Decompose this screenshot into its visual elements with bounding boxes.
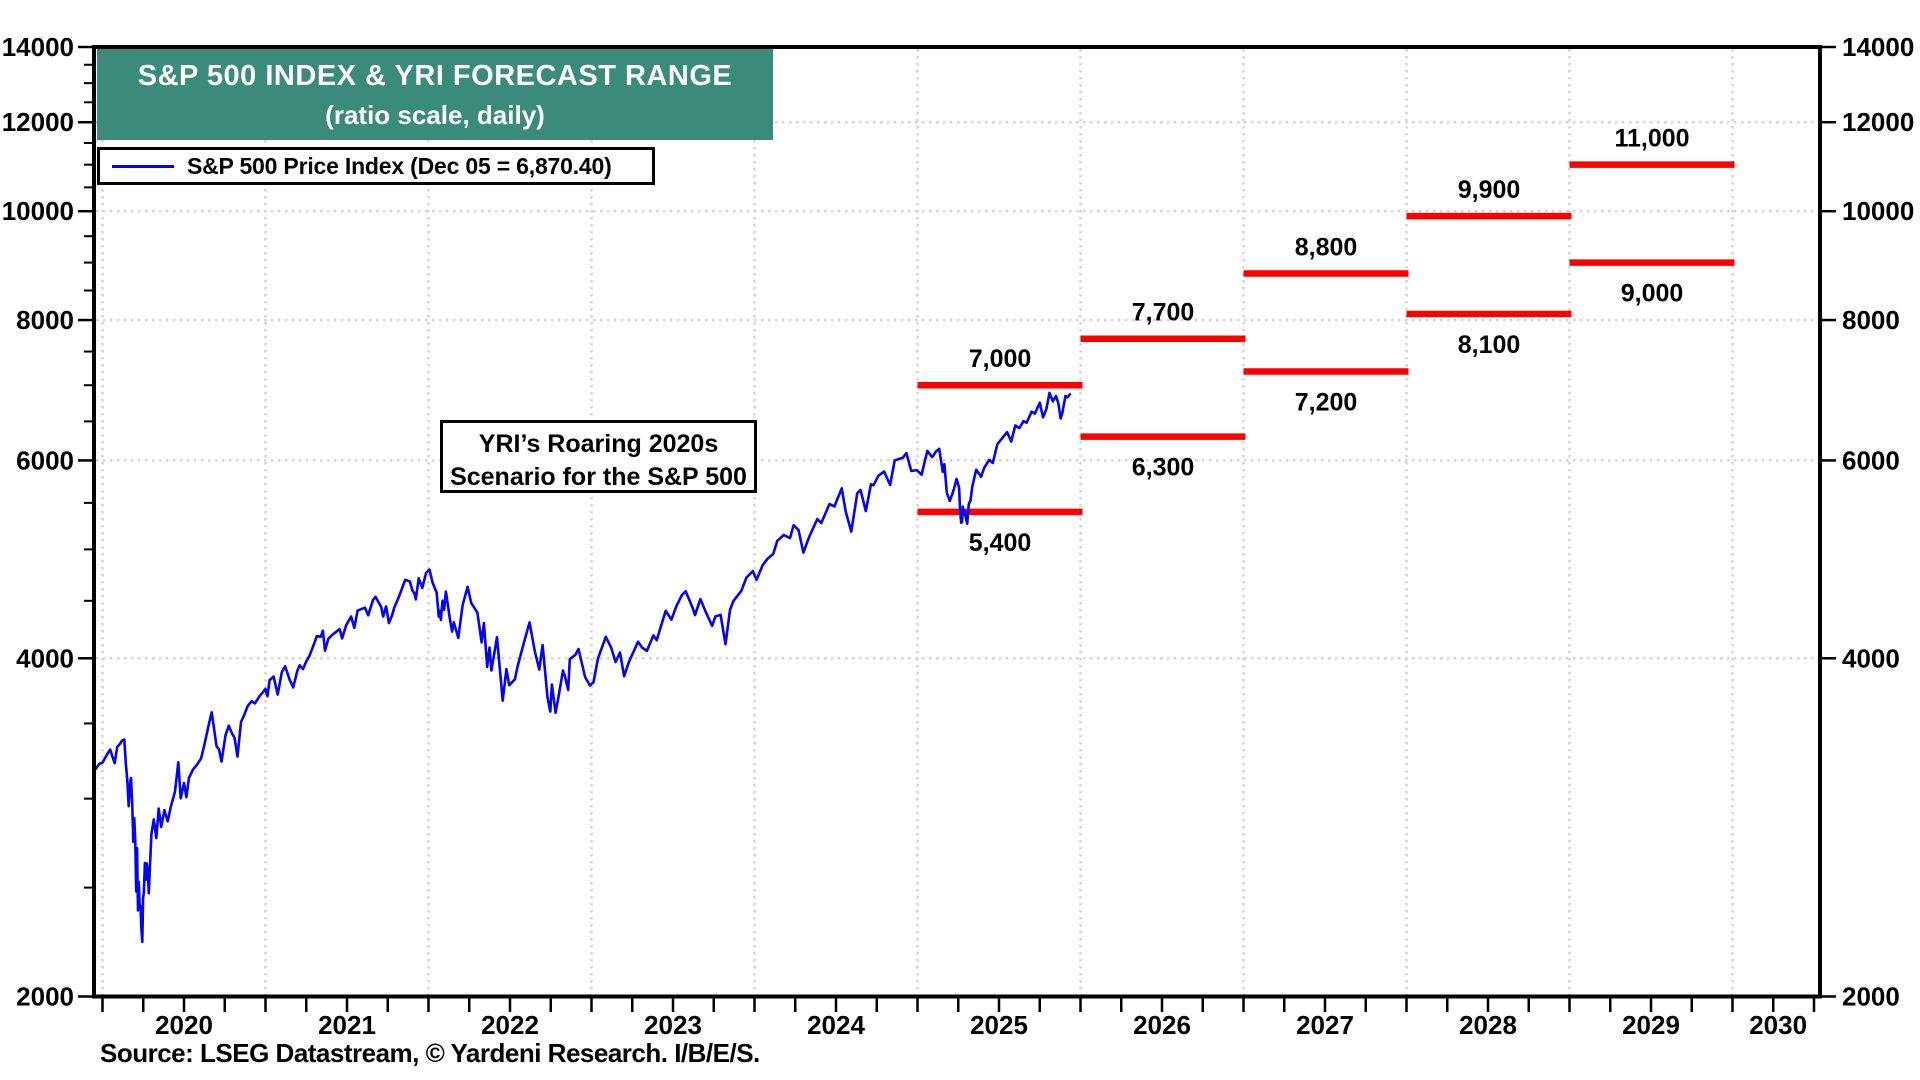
forecast-label-low-2025: 5,400	[969, 529, 1032, 557]
x-axis-label-2029: 2029	[1622, 1010, 1680, 1040]
y-axis-label-right: 2000	[1842, 982, 1900, 1012]
forecast-label-low-2026: 6,300	[1132, 454, 1195, 482]
legend: S&P 500 Price Index (Dec 05 = 6,870.40)	[97, 147, 655, 185]
forecast-label-high-2026: 7,700	[1132, 299, 1195, 327]
plot-gridlines	[96, 49, 1818, 996]
chart-title-box: S&P 500 INDEX & YRI FORECAST RANGE (rati…	[97, 49, 773, 140]
axis-labels: 2000 2000 4000 4000 6000 6000 8000 8000 10000 100…	[2, 32, 1915, 1040]
forecast-label-low-2027: 7,200	[1295, 388, 1358, 416]
y-axis-label-right: 12000	[1842, 107, 1914, 137]
x-axis-label-2020: 2020	[155, 1010, 213, 1040]
legend-line-swatch	[112, 164, 174, 168]
y-axis-label-left: 10000	[2, 196, 74, 226]
legend-label: S&P 500 Price Index (Dec 05 = 6,870.40)	[187, 152, 612, 179]
x-axis-label-2022: 2022	[481, 1010, 539, 1040]
forecast-label-high-2027: 8,800	[1295, 234, 1358, 262]
y-axis-label-right: 6000	[1842, 445, 1900, 475]
x-axis-label-2030: 2030	[1749, 1010, 1807, 1040]
y-axis-label-left: 4000	[16, 643, 74, 673]
x-axis-label-2021: 2021	[318, 1010, 376, 1040]
y-axis-label-left: 6000	[16, 445, 74, 475]
x-axis-label-2027: 2027	[1296, 1010, 1354, 1040]
y-axis-label-left: 14000	[2, 32, 74, 62]
forecast-label-high-2025: 7,000	[969, 345, 1032, 373]
sp500-price-line	[94, 391, 1072, 944]
x-axis-label-2028: 2028	[1459, 1010, 1517, 1040]
chart-subtitle: (ratio scale, daily)	[325, 100, 545, 130]
y-axis-label-left: 2000	[16, 982, 74, 1012]
x-axis-label-2024: 2024	[807, 1010, 865, 1040]
y-axis-label-right: 8000	[1842, 305, 1900, 335]
x-axis-label-2023: 2023	[644, 1010, 702, 1040]
forecast-label-low-2029: 9,000	[1621, 280, 1684, 308]
scenario-annotation-box: YRI’s Roaring 2020s Scenario for the S&P…	[440, 420, 757, 493]
annotation-line2: Scenario for the S&P 500	[450, 463, 747, 491]
y-axis-label-right: 14000	[1842, 32, 1914, 62]
y-axis-label-left: 12000	[2, 107, 74, 137]
y-axis-label-right: 10000	[1842, 196, 1914, 226]
forecast-label-high-2029: 11,000	[1614, 125, 1689, 153]
axis-ticks	[78, 45, 1836, 1012]
chart-title: S&P 500 INDEX & YRI FORECAST RANGE	[137, 60, 733, 92]
x-axis-label-2026: 2026	[1133, 1010, 1191, 1040]
y-axis-label-right: 4000	[1842, 643, 1900, 673]
forecast-label-low-2028: 8,100	[1458, 331, 1521, 359]
forecast-ranges: 7,000 5,400 7,700 6,300 8,800 7,200 9,900 8,100…	[917, 125, 1735, 557]
y-axis-label-left: 8000	[16, 305, 74, 335]
annotation-line1: YRI’s Roaring 2020s	[478, 430, 719, 458]
plot-border	[92, 45, 1822, 999]
forecast-label-high-2028: 9,900	[1458, 176, 1521, 204]
price-series	[94, 391, 1072, 944]
x-axis-label-2025: 2025	[970, 1010, 1028, 1040]
plot-frame	[92, 45, 1822, 999]
source-note: Source: LSEG Datastream, © Yardeni Resea…	[100, 1038, 760, 1068]
